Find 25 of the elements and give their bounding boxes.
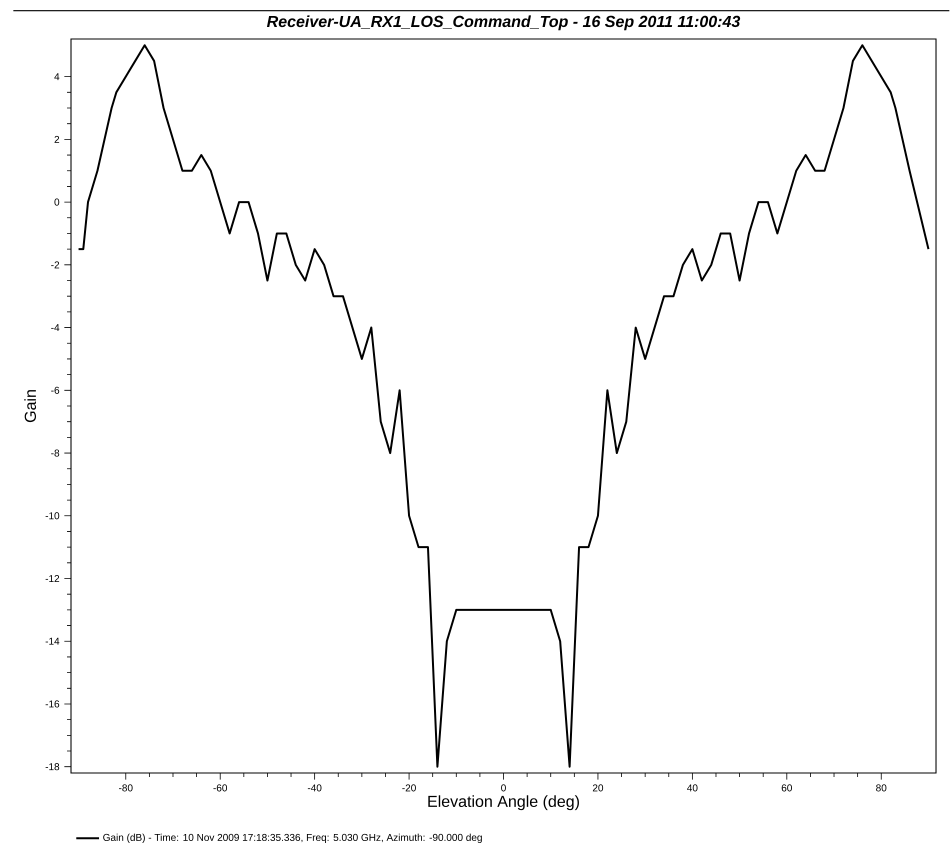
y-tick-label: -6: [51, 386, 60, 394]
y-axis-title: Gain: [24, 390, 36, 422]
x-tick-label: -40: [308, 784, 322, 792]
y-tick-label: -2: [51, 261, 60, 268]
x-tick-label: 80: [876, 784, 886, 792]
x-axis-title: Elevation Angle (deg): [428, 795, 579, 810]
x-tick-label: -60: [213, 784, 228, 792]
y-tick-label: -12: [46, 575, 60, 582]
y-tick-label: -10: [46, 512, 60, 520]
y-tick-label: -14: [46, 638, 60, 645]
y-tick-label: 2: [54, 136, 60, 143]
y-tick-label: 0: [54, 198, 60, 206]
y-tick-label: -18: [46, 763, 60, 770]
x-tick-label: -80: [118, 784, 133, 792]
x-tick-label: 20: [592, 784, 604, 792]
y-tick-label: -8: [51, 449, 60, 457]
x-tick-label: -20: [402, 784, 416, 792]
y-tick-label: 4: [54, 73, 60, 80]
x-tick-label: 40: [687, 784, 698, 792]
chart-title: Receiver-UA_RX1_LOS_Command_Top - 16 Sep 2011 11:00:43: [266, 15, 740, 30]
y-tick-label: -4: [51, 324, 60, 332]
x-tick-label: 0: [501, 784, 506, 792]
y-tick-label: -16: [46, 700, 60, 708]
legend-label: Gain (dB) - Time: 10 Nov 2009 17:18:35.336, Freq: 5.030 GHz, Azimuth: -90.000 deg: [103, 834, 482, 843]
x-tick-label: 60: [782, 784, 792, 792]
